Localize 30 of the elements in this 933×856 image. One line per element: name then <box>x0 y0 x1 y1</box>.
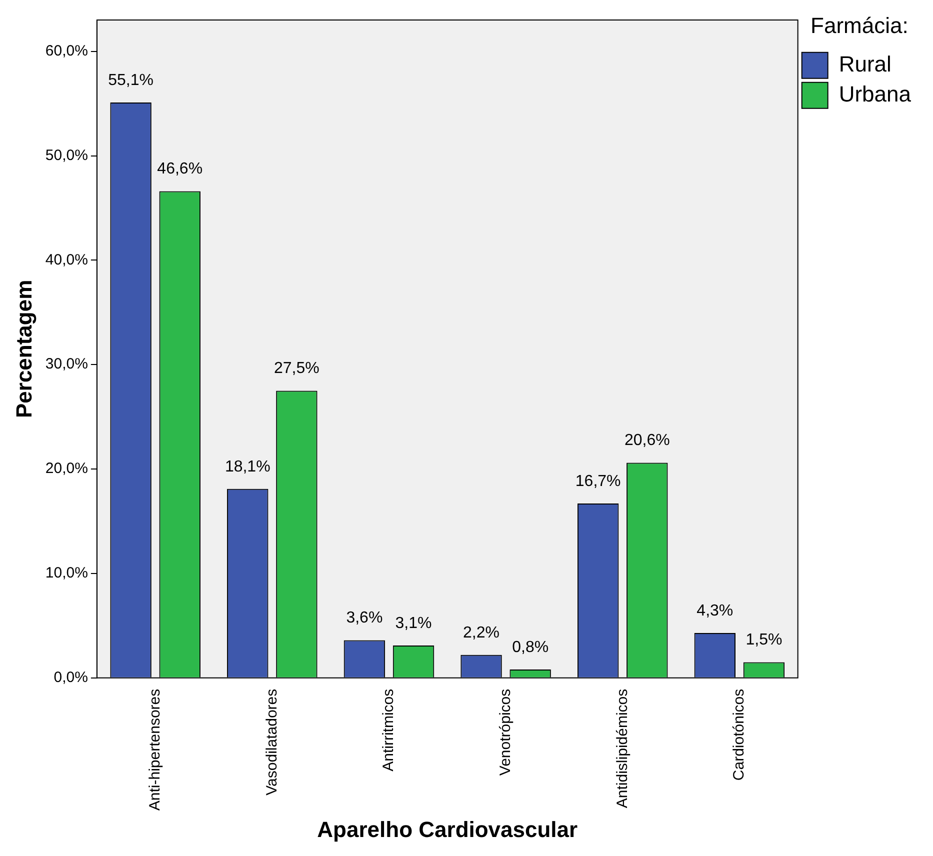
data-label: 27,5% <box>274 360 320 378</box>
y-tick-label: 10,0% <box>45 564 88 582</box>
y-tick-label: 0,0% <box>54 669 88 686</box>
x-tick-label: Antidislipidémicos <box>614 688 631 808</box>
data-label: 18,1% <box>224 458 270 476</box>
data-label: 3,6% <box>346 610 383 627</box>
x-tick-label: Venotrópicos <box>496 688 514 776</box>
x-axis-title: Aparelho Cardiovascular <box>317 816 578 842</box>
y-tick-label: 40,0% <box>45 251 88 268</box>
data-label: 55,1% <box>108 72 154 89</box>
y-tick-label: 30,0% <box>45 356 88 373</box>
x-tick-label: Cardiotónicos <box>730 688 748 781</box>
data-label: 2,2% <box>463 624 500 642</box>
data-label: 4,3% <box>696 602 734 620</box>
data-label: 46,6% <box>157 160 203 178</box>
x-tick-label: Antirritmicos <box>380 688 398 772</box>
x-tick-label: Vasodilatadores <box>263 688 280 796</box>
legend-title: Farmácia: <box>810 13 908 38</box>
data-label: 0,8% <box>512 638 549 656</box>
data-label: 16,7% <box>575 472 621 490</box>
y-axis-title: Percentagem <box>11 280 36 418</box>
y-tick-label: 20,0% <box>45 460 88 478</box>
legend-label: Urbana <box>838 81 912 106</box>
y-tick-label: 60,0% <box>45 42 88 60</box>
data-label: 20,6% <box>624 432 670 450</box>
legend-label: Rural <box>838 51 892 76</box>
data-label: 3,1% <box>395 614 432 632</box>
x-tick-label: Anti-hipertensores <box>146 688 164 811</box>
data-label: 1,5% <box>746 632 782 649</box>
y-tick-label: 50,0% <box>45 146 88 164</box>
